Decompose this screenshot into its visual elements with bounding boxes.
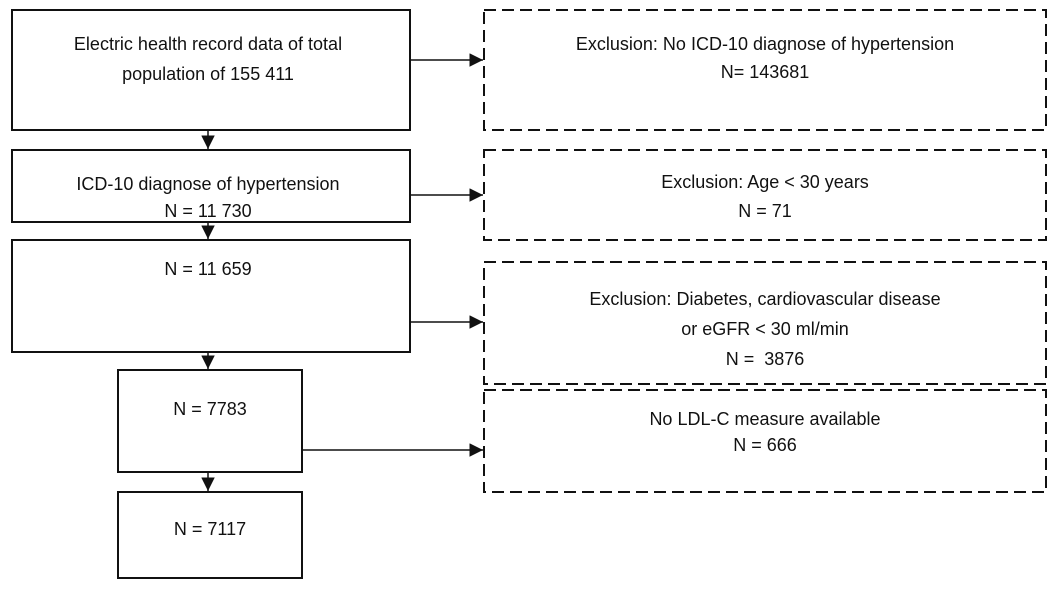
node-text: N = 7783	[173, 399, 247, 419]
exclusion-text: N= 143681	[721, 62, 810, 82]
exclusion-box	[483, 9, 1047, 131]
exclusion-text: N = 666	[733, 435, 797, 455]
node-text: population of 155 411	[122, 64, 294, 84]
node-box	[117, 491, 303, 579]
node-text: N = 11 730	[164, 201, 251, 221]
node-box	[117, 369, 303, 473]
node-box	[11, 9, 411, 131]
node-text: ICD-10 diagnose of hypertension	[76, 174, 339, 194]
node-text: Electric health record data of total	[74, 34, 342, 54]
exclusion-text: N = 3876	[726, 349, 805, 369]
exclusion-box	[483, 149, 1047, 241]
exclusion-text: No LDL-C measure available	[649, 409, 880, 429]
exclusion-text: Exclusion: Diabetes, cardiovascular dise…	[589, 289, 940, 309]
node-text: N = 7117	[174, 519, 246, 539]
exclusion-box	[483, 261, 1047, 385]
node-box	[11, 149, 411, 223]
exclusion-text: N = 71	[738, 201, 792, 221]
exclusion-text: Exclusion: No ICD-10 diagnose of hyperte…	[576, 34, 954, 54]
node-box	[11, 239, 411, 353]
exclusion-box	[483, 389, 1047, 493]
exclusion-text: or eGFR < 30 ml/min	[681, 319, 849, 339]
exclusion-text: Exclusion: Age < 30 years	[661, 172, 869, 192]
node-text: N = 11 659	[164, 259, 251, 279]
